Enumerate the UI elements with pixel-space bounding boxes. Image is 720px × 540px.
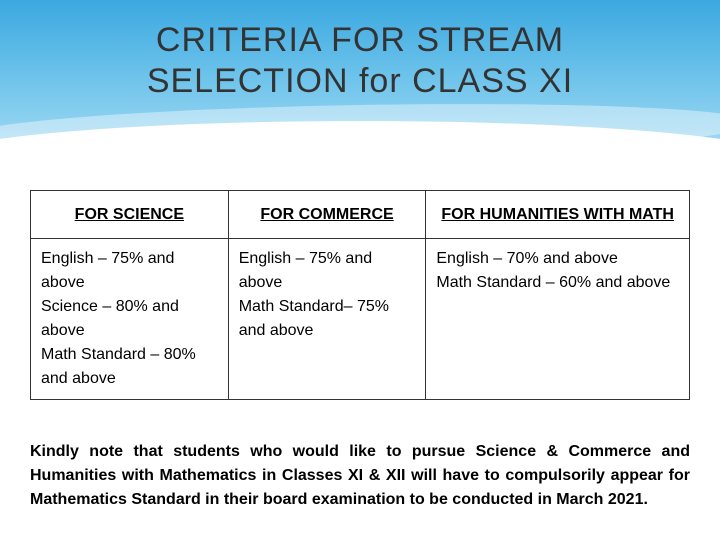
cell-humanities: English – 70% and aboveMath Standard – 6… — [426, 239, 690, 400]
table-header-row: FOR SCIENCE FOR COMMERCE FOR HUMANITIES … — [31, 191, 690, 239]
content-area: FOR SCIENCE FOR COMMERCE FOR HUMANITIES … — [0, 160, 720, 420]
criteria-table: FOR SCIENCE FOR COMMERCE FOR HUMANITIES … — [30, 190, 690, 400]
note-text: Kindly note that students who would like… — [30, 443, 690, 508]
footer-note: Kindly note that students who would like… — [0, 420, 720, 532]
wave-header: CRITERIA FOR STREAM SELECTION for CLASS … — [0, 0, 720, 160]
cell-science: English – 75% and aboveScience – 80% and… — [31, 239, 229, 400]
title-line-2: SELECTION for CLASS XI — [147, 62, 573, 100]
header-humanities: FOR HUMANITIES WITH MATH — [426, 191, 690, 239]
header-commerce: FOR COMMERCE — [228, 191, 426, 239]
header-science: FOR SCIENCE — [31, 191, 229, 239]
table-row: English – 75% and aboveScience – 80% and… — [31, 239, 690, 400]
page-title: CRITERIA FOR STREAM SELECTION for CLASS … — [0, 20, 720, 102]
title-line-1: CRITERIA FOR STREAM — [156, 21, 564, 59]
cell-commerce: English – 75% and aboveMath Standard– 75… — [228, 239, 426, 400]
